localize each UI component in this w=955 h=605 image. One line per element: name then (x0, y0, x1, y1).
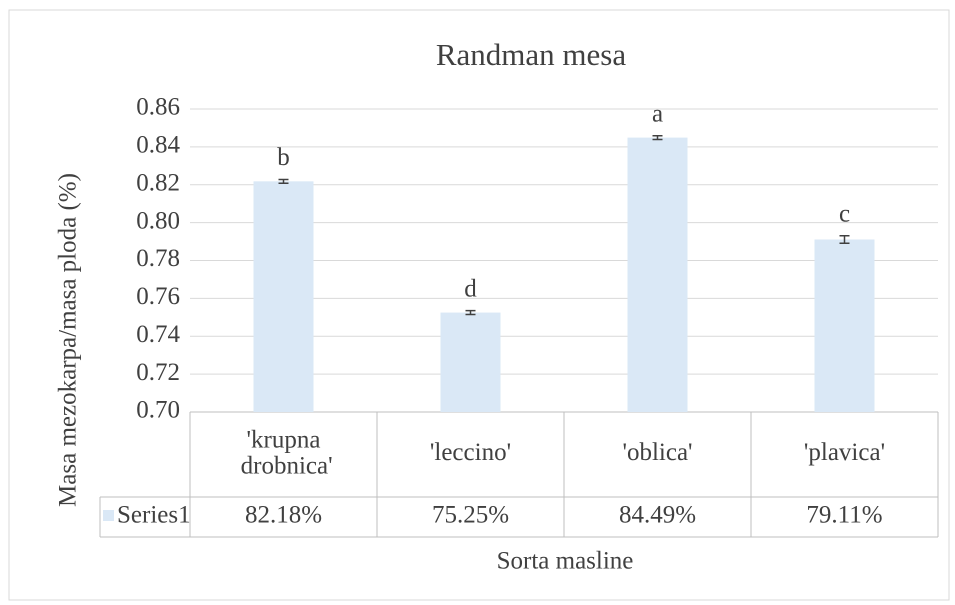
legend-key (103, 510, 114, 521)
error-bar (652, 134, 663, 141)
y-axis-title: Masa mezokarpa/masa ploda (%) (55, 173, 82, 507)
y-tick-label: 0.78 (136, 245, 180, 272)
x-axis-title: Sorta masline (497, 548, 634, 575)
error-bar (839, 234, 850, 245)
y-tick-label: 0.70 (136, 397, 180, 424)
y-tick-label: 0.74 (136, 321, 180, 348)
chart-area (8, 9, 950, 601)
y-tick-label: 0.76 (136, 283, 180, 310)
annotation: b (277, 144, 290, 171)
x-tick-label: 'leccino' (430, 439, 511, 466)
table-value: 84.49% (619, 502, 696, 529)
bar (253, 181, 314, 412)
legend-label: Series1 (117, 502, 191, 529)
annotation: a (652, 100, 663, 127)
y-tick-label: 0.86 (136, 94, 180, 121)
y-tick-label: 0.84 (136, 132, 180, 159)
bar (627, 137, 688, 412)
x-tick-label: 'oblica' (622, 439, 692, 466)
table-value: 79.11% (806, 502, 882, 529)
bar (814, 239, 875, 412)
x-tick-label: 'krupna drobnica' (234, 426, 332, 479)
annotation: d (464, 275, 477, 302)
y-tick-label: 0.82 (136, 169, 180, 196)
y-tick-label: 0.72 (136, 359, 180, 386)
y-tick-label: 0.80 (136, 207, 180, 234)
bar (440, 312, 501, 412)
x-tick-label: 'plavica' (804, 439, 885, 466)
chart-title: Randman mesa (436, 37, 626, 72)
table-value: 75.25% (432, 502, 509, 529)
error-bar (278, 178, 289, 184)
table-value: 82.18% (245, 502, 322, 529)
error-bar (465, 309, 476, 316)
annotation: c (839, 200, 850, 227)
